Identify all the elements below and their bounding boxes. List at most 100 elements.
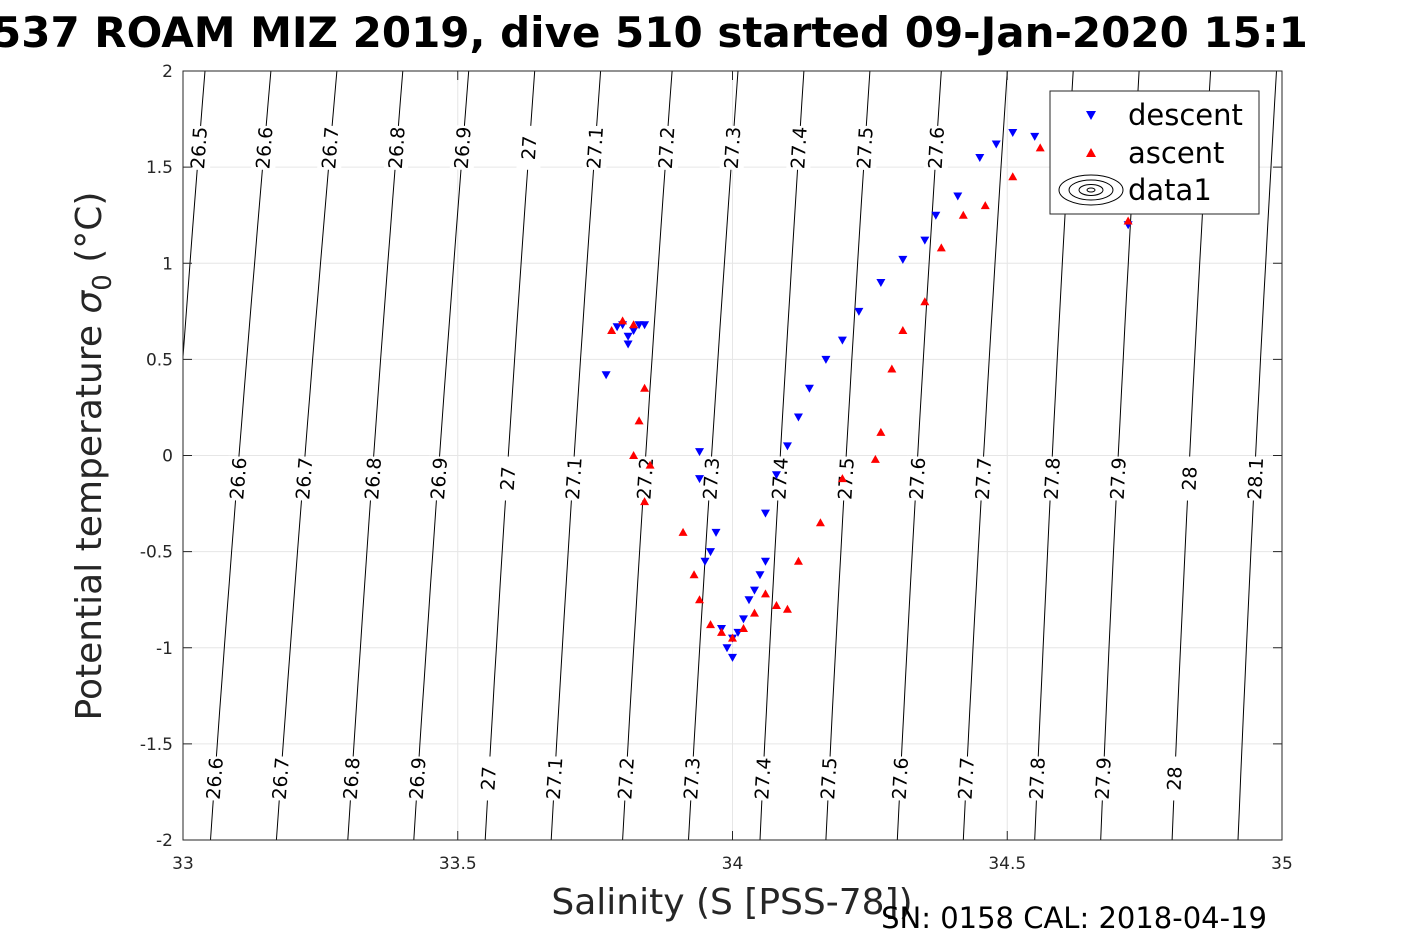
- y-tick-label: 1: [162, 254, 173, 274]
- contour-label-28: 28: [1179, 466, 1202, 491]
- density-contour-27: [484, 71, 536, 840]
- contour-label-bg: [201, 755, 229, 802]
- contour-label-27.1: 27.1: [583, 126, 608, 170]
- y-tick-label: 0.5: [146, 350, 173, 370]
- contour-label-bg: [1162, 755, 1189, 802]
- ascent-point: [618, 316, 628, 325]
- ascent-point: [738, 624, 748, 633]
- descent-point: [953, 192, 963, 201]
- descent-point: [728, 653, 737, 662]
- contour-label-bg: [970, 455, 998, 502]
- ascent-point: [793, 556, 803, 565]
- contour-label-27.6: 27.6: [925, 126, 949, 170]
- ascent-point: [1008, 172, 1018, 181]
- contour-label-26.6: 26.6: [226, 457, 251, 501]
- legend-box: [1049, 90, 1260, 215]
- density-contour-27.3: [688, 71, 739, 840]
- contour-label-27.7: 27.7: [972, 457, 996, 501]
- ascent-point: [717, 627, 727, 636]
- ascent-point: [980, 201, 990, 210]
- ascent-point: [771, 600, 781, 609]
- contour-label-bg: [582, 125, 610, 171]
- contour-label-bg: [887, 755, 915, 802]
- ascent-point: [936, 243, 946, 252]
- contour-label-26.9: 26.9: [451, 126, 476, 170]
- contour-label-26.7: 26.7: [269, 757, 294, 801]
- contour-label-27.1: 27.1: [543, 757, 568, 801]
- descent-point: [700, 557, 710, 566]
- density-contour-26.8: [347, 71, 404, 840]
- density-contour-27.5: [825, 71, 871, 840]
- contour-label-bg: [1177, 456, 1204, 502]
- descent-point: [920, 236, 930, 245]
- x-tick-label: 35: [1271, 854, 1293, 874]
- contour-label-bg: [383, 125, 411, 171]
- ascent-point: [837, 474, 847, 483]
- ascent-point: [689, 570, 699, 579]
- ascent-point: [634, 416, 644, 425]
- contour-label-27.4: 27.4: [768, 457, 792, 501]
- contour-label-26.8: 26.8: [340, 757, 365, 801]
- density-contour-28.1: [1237, 71, 1277, 840]
- contour-label-26.5: 26.5: [187, 126, 212, 170]
- descent-point: [821, 355, 831, 364]
- ascent-point: [815, 518, 825, 527]
- density-contour-27.2: [622, 71, 673, 840]
- contour-label-27.8: 27.8: [1041, 457, 1065, 500]
- y-tick-label: 2: [162, 62, 173, 82]
- legend-descent-label: descent: [1128, 98, 1243, 132]
- density-contour-27.1: [550, 71, 602, 840]
- legend: descent ascent data1: [1049, 90, 1260, 215]
- y-axis-ticks: -2 -1.5 -1 -0.5 0 0.5 1 1.5 2: [140, 62, 1282, 851]
- contour-label-26.8: 26.8: [361, 457, 386, 501]
- contour-label-27: 27: [477, 766, 501, 792]
- contour-label-27.4: 27.4: [751, 757, 775, 801]
- ascent-point: [645, 460, 655, 469]
- density-contour-26.9: [413, 71, 470, 840]
- descent-point: [1030, 132, 1040, 141]
- ascent-point: [728, 633, 737, 642]
- descent-point: [706, 548, 716, 557]
- contour-label-bg: [225, 455, 253, 502]
- density-contour-26.7: [275, 71, 338, 840]
- descent-point: [738, 615, 748, 624]
- legend-data1-label: data1: [1128, 173, 1212, 207]
- descent-point: [804, 384, 814, 393]
- contour-label-bg: [541, 755, 569, 802]
- contour-label-bg: [475, 755, 503, 802]
- y-tick-label: -1: [156, 639, 173, 659]
- contour-label-bg: [267, 755, 295, 802]
- contour-label-bg: [317, 125, 345, 171]
- ascent-point: [920, 297, 930, 306]
- x-tick-label: 34.5: [988, 854, 1026, 874]
- ascent-point: [1123, 216, 1133, 225]
- descent-point: [640, 321, 650, 330]
- ascent-point: [629, 451, 639, 459]
- contour-label-26.7: 26.7: [318, 126, 343, 170]
- legend-contour-icon: [1058, 174, 1124, 206]
- contour-label-27.9: 27.9: [1107, 457, 1131, 500]
- ascent-point: [640, 497, 650, 506]
- ascent-point: [640, 383, 650, 392]
- contour-label-bg: [852, 125, 879, 171]
- contour-label-27.9: 27.9: [1092, 757, 1116, 800]
- contour-label-bg: [1090, 755, 1117, 802]
- y-axis-label: Potential temperature σ0 (°C): [69, 192, 118, 721]
- descent-point: [755, 571, 765, 580]
- y-axis-label-suffix: (°C): [69, 192, 110, 275]
- contour-label-27.3: 27.3: [699, 457, 724, 501]
- ascent-point: [695, 595, 705, 604]
- descent-point: [991, 140, 1001, 149]
- descent-point: [612, 323, 622, 332]
- contour-label-27: 27: [497, 466, 521, 492]
- contour-label-27.7: 27.7: [955, 757, 979, 801]
- descent-point: [771, 471, 781, 480]
- ascent-point: [1035, 143, 1045, 152]
- contour-label-bg: [1024, 755, 1051, 802]
- contour-label-bg: [449, 125, 477, 171]
- descent-point: [760, 509, 770, 518]
- density-contour-labels: 26.5 26.6 26.7 26.8 26.9 27 27.1 27.2 27.3 27.4 27…: [185, 125, 1270, 802]
- descent-point: [1008, 129, 1018, 138]
- contour-label-26.8: 26.8: [385, 126, 410, 170]
- descent-point: [854, 307, 864, 316]
